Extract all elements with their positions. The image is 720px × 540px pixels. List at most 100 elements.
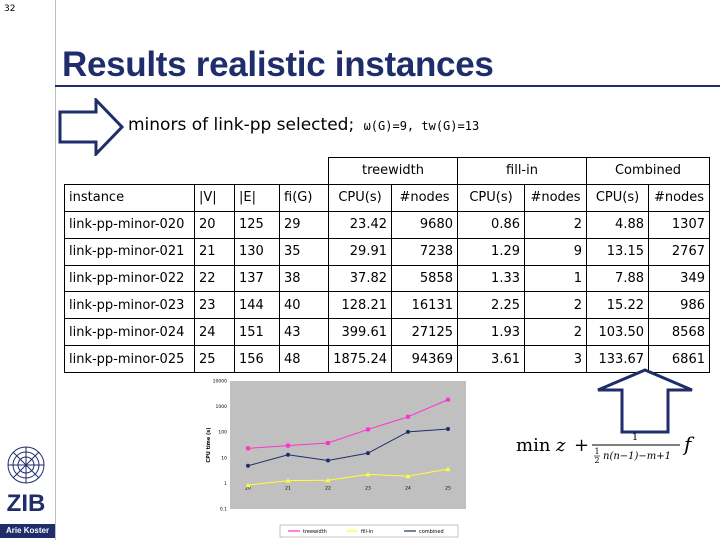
cpu-time-chart: CPU time (s) 10000 1000 100 10 1 0.1 20 21 22 23… (206, 379, 466, 538)
data-point (326, 441, 330, 446)
svg-text:ZIB: ZIB (7, 490, 46, 517)
cell-fi: 38 (279, 264, 329, 293)
column-header-row: instance |V| |E| fi(G) CPU(s) #nodes CPU… (64, 183, 710, 212)
cell-tw-cpu: 29.91 (328, 237, 392, 266)
cell-comb-nodes: 8568 (648, 318, 710, 347)
y-axis-label: CPU time (s) (206, 427, 212, 462)
cell-fill-cpu: 1.93 (457, 318, 525, 347)
x-tick-label: 23 (365, 485, 371, 491)
formula-half-den: 2 (594, 456, 599, 465)
cell-v: 25 (194, 345, 235, 374)
cell-fill-cpu: 0.86 (457, 210, 525, 239)
cell-comb-cpu: 103.50 (586, 318, 649, 347)
cell-comb-nodes: 6861 (648, 345, 710, 374)
cell-fill-nodes: 3 (524, 345, 587, 374)
cell-instance: link-pp-minor-025 (64, 345, 195, 374)
data-point (285, 478, 291, 483)
cell-comb-cpu: 4.88 (586, 210, 649, 239)
cell-v: 21 (194, 237, 235, 266)
cell-fill-nodes: 2 (524, 291, 587, 320)
formula-min: min (516, 435, 551, 456)
formula-numerator: 1 (632, 432, 638, 443)
author-label: Arie Koster (0, 524, 55, 538)
y-tick-label: 1 (224, 481, 227, 487)
table-row: link-pp-minor-020 20 125 29 23.42 9680 0… (64, 210, 710, 239)
y-tick-label: 100 (218, 430, 227, 436)
cell-e: 137 (234, 264, 280, 293)
data-point (446, 426, 450, 431)
col-header-fi: fi(G) (279, 183, 329, 212)
cell-tw-nodes: 9680 (391, 210, 458, 239)
cell-instance: link-pp-minor-023 (64, 291, 195, 320)
cell-fi: 48 (279, 345, 329, 374)
y-tick-label: 0.1 (220, 507, 227, 513)
page-title: Results realistic instances (62, 45, 494, 84)
data-point (286, 443, 290, 448)
cell-fill-cpu: 1.33 (457, 264, 525, 293)
formula-f: f (682, 432, 695, 456)
cell-fi: 40 (279, 291, 329, 320)
formula-half-num: 1 (594, 447, 599, 456)
x-tick-labels: 20 21 22 23 24 25 (245, 485, 451, 491)
data-point (406, 429, 410, 434)
legend: treewidth fill-in combined (288, 529, 444, 535)
legend-label: combined (419, 529, 444, 535)
cell-fill-cpu: 3.61 (457, 345, 525, 374)
cell-tw-cpu: 37.82 (328, 264, 392, 293)
cell-e: 156 (234, 345, 280, 374)
cell-comb-nodes: 1307 (648, 210, 710, 239)
cell-tw-cpu: 23.42 (328, 210, 392, 239)
cell-fill-nodes: 1 (524, 264, 587, 293)
cell-tw-nodes: 94369 (391, 345, 458, 374)
series-line-fill-in (247, 468, 449, 486)
formula-z: z (555, 435, 566, 456)
data-point (246, 446, 250, 451)
title-underline (55, 85, 720, 87)
cell-fill-nodes: 2 (524, 210, 587, 239)
y-tick-label: 1000 (216, 404, 228, 410)
series-line-combined (247, 428, 449, 467)
cell-instance: link-pp-minor-022 (64, 264, 195, 293)
cell-instance: link-pp-minor-024 (64, 318, 195, 347)
data-point (445, 466, 451, 472)
subtitle: minors of link-pp selected; ω(G)=9, tw(G… (128, 115, 479, 135)
right-arrow-icon (58, 98, 124, 156)
x-tick-label: 25 (445, 485, 451, 491)
group-header-combined: Combined (586, 157, 710, 185)
cell-fill-nodes: 2 (524, 318, 587, 347)
cell-tw-cpu: 1875.24 (328, 345, 392, 374)
group-header-row: treewidth fill-in Combined (64, 157, 710, 185)
col-header-comb-nodes: #nodes (648, 183, 710, 212)
group-header-treewidth: treewidth (328, 157, 458, 185)
slide-number: 32 (4, 4, 16, 14)
data-point (405, 473, 411, 479)
legend-box (279, 524, 459, 538)
y-tick-label: 10 (221, 455, 227, 461)
cell-comb-cpu: 7.88 (586, 264, 649, 293)
series-line-treewidth (247, 399, 449, 449)
cell-fill-nodes: 9 (524, 237, 587, 266)
formula-plus: + (574, 435, 589, 456)
data-point (326, 458, 330, 463)
cell-fi: 35 (279, 237, 329, 266)
sidebar: 32 ZIB Arie Koster (0, 0, 56, 540)
cell-comb-nodes: 2767 (648, 237, 710, 266)
data-point (406, 414, 410, 419)
col-header-fill-cpu: CPU(s) (457, 183, 525, 212)
cell-fill-cpu: 1.29 (457, 237, 525, 266)
x-tick-label: 22 (325, 485, 331, 491)
cell-v: 23 (194, 291, 235, 320)
series-layer (245, 397, 451, 488)
data-point (245, 482, 251, 488)
table-row: link-pp-minor-022 22 137 38 37.82 5858 1… (64, 264, 710, 293)
table-row: link-pp-minor-025 25 156 48 1875.24 9436… (64, 345, 710, 374)
cell-comb-nodes: 349 (648, 264, 710, 293)
col-header-fill-nodes: #nodes (524, 183, 587, 212)
cell-tw-nodes: 5858 (391, 264, 458, 293)
data-point (365, 471, 371, 477)
table-row: link-pp-minor-024 24 151 43 399.61 27125… (64, 318, 710, 347)
cell-fi: 29 (279, 210, 329, 239)
cell-e: 144 (234, 291, 280, 320)
plot-area (230, 381, 466, 509)
col-header-instance: instance (64, 183, 195, 212)
